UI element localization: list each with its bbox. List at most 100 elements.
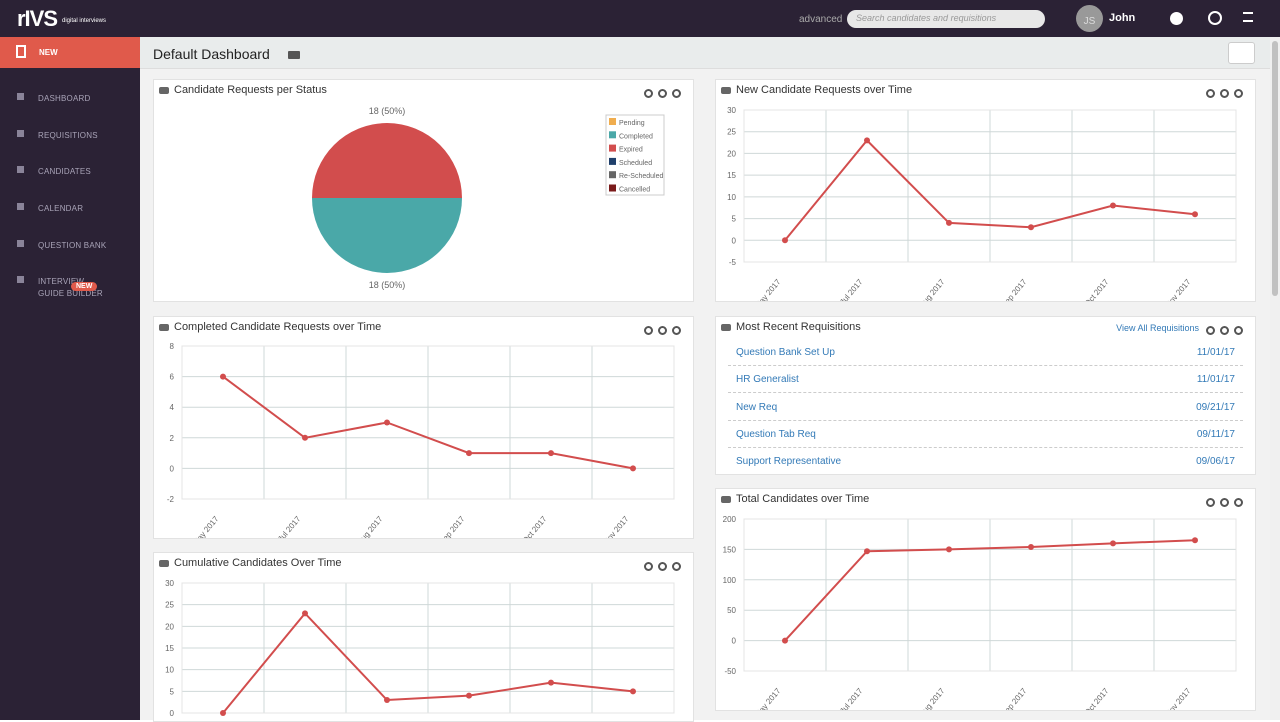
nav-item[interactable]: INTERVIEW GUIDE BUILDER [38, 277, 103, 298]
nav-icon [17, 166, 24, 173]
y-tick-label: 8 [170, 342, 175, 351]
data-point [1192, 211, 1198, 218]
new-badge: NEW [71, 282, 98, 291]
x-tick-label: Jul 2017 [276, 514, 303, 539]
panel-icon [721, 87, 731, 94]
data-point [466, 450, 472, 457]
nav-item[interactable]: CALENDAR [38, 204, 84, 213]
view-all-link[interactable]: View All Requisitions [1116, 323, 1199, 333]
nav-item[interactable]: REQUISITIONS [38, 131, 98, 140]
chart-panel: Completed Candidate Requests over Time -2… [153, 316, 694, 539]
y-tick-label: 5 [170, 687, 175, 696]
globe-icon[interactable] [1170, 12, 1183, 25]
page-title: Default Dashboard [153, 46, 270, 62]
requisition-link[interactable]: HR Generalist [736, 374, 799, 386]
x-tick-label: May 2017 [753, 277, 783, 302]
x-tick-label: Sep 2017 [1000, 277, 1029, 302]
x-tick-label: May 2017 [753, 686, 783, 711]
data-point [384, 697, 390, 703]
panel-tools[interactable] [639, 85, 685, 98]
logo[interactable]: rIVS [17, 6, 58, 31]
data-point [466, 692, 472, 699]
requisition-date: 09/06/17 [1196, 456, 1235, 468]
requisition-link[interactable]: Support Representative [736, 456, 842, 468]
requisitions-panel: Most Recent Requisitions View All Requis… [715, 316, 1256, 475]
data-point [302, 434, 308, 441]
panel-icon [721, 496, 731, 503]
row-divider [728, 446, 1243, 448]
search-box[interactable]: Search candidates and requisitions [847, 10, 1045, 28]
panel-icon [721, 324, 731, 331]
main: Default Dashboard Most Recent Requisitio… [140, 37, 1270, 722]
y-tick-label: 200 [723, 515, 737, 524]
data-point [302, 610, 308, 617]
legend-swatch [609, 184, 616, 192]
data-point [220, 373, 226, 380]
new-button[interactable]: NEW [0, 37, 140, 68]
nav-icon [17, 93, 24, 100]
edit-button[interactable] [1228, 42, 1255, 64]
y-tick-label: 15 [165, 644, 174, 653]
y-tick-label: 25 [727, 128, 736, 137]
panel-icon [159, 560, 169, 567]
chart: -2 0 2 4 6 8 May 2017 Jul 2017 Aug 2017 Sep 2017 O… [167, 342, 675, 539]
y-tick-label: 100 [723, 576, 737, 585]
y-tick-label: 0 [732, 637, 737, 646]
panel-tools[interactable] [639, 558, 685, 571]
user-name[interactable]: John [1109, 12, 1136, 24]
nav-item[interactable]: QUESTION BANK [38, 241, 107, 250]
x-tick-label: Sep 2017 [438, 514, 467, 539]
help-icon[interactable] [1208, 11, 1222, 25]
line-series [784, 539, 1196, 642]
scrollbar[interactable] [1270, 37, 1280, 720]
pie-slice [312, 123, 462, 198]
line-series [222, 611, 634, 714]
x-tick-label: Aug 2017 [918, 277, 947, 302]
advanced-search[interactable]: advanced [799, 14, 843, 25]
data-point [630, 465, 636, 472]
panel-title: Most Recent Requisitions [736, 321, 861, 333]
requisition-date: 11/01/17 [1196, 374, 1235, 386]
data-point [1028, 543, 1034, 550]
folder-icon[interactable] [288, 51, 300, 59]
menu-icon[interactable] [1243, 12, 1253, 22]
data-point [630, 688, 636, 695]
data-point [864, 137, 870, 144]
requisition-link[interactable]: New Req [736, 401, 778, 413]
legend-label: Pending [619, 120, 645, 127]
data-point [1028, 224, 1034, 231]
nav-icon [17, 130, 24, 137]
chart: 0 5 10 15 20 25 30 [165, 579, 675, 718]
y-tick-label: 0 [170, 464, 175, 473]
line-series [784, 138, 1196, 241]
data-point [782, 237, 788, 244]
nav-item[interactable]: CANDIDATES [38, 167, 91, 176]
requisition-link[interactable]: Question Bank Set Up [736, 347, 835, 358]
panel-tools[interactable] [639, 322, 685, 335]
nav-item[interactable]: DASHBOARD [38, 94, 91, 103]
legend-swatch [609, 144, 616, 152]
nav-icon [17, 240, 24, 247]
data-point [1192, 537, 1198, 544]
chart-panel: Cumulative Candidates Over Time 0 5 10 15 20 2… [153, 552, 694, 722]
panel-title: New Candidate Requests over Time [736, 84, 913, 96]
panel-icon [159, 324, 169, 331]
panel-tools[interactable] [1201, 322, 1247, 335]
y-tick-label: 20 [165, 622, 174, 631]
panel-tools[interactable] [1201, 494, 1247, 507]
row-divider [728, 419, 1243, 421]
requisition-link[interactable]: Question Tab Req [736, 428, 816, 440]
y-tick-label: 5 [732, 215, 737, 224]
avatar[interactable]: JS [1076, 5, 1103, 32]
data-point [220, 710, 226, 716]
row-divider [728, 392, 1243, 394]
data-label: 18 (50%) [369, 280, 406, 290]
y-tick-label: 50 [727, 606, 736, 615]
panel-tools[interactable] [1201, 85, 1247, 98]
line-series [222, 375, 634, 470]
chart: -5 0 5 10 15 20 25 30 May 2017 Jul 2017 Aug 2017 Se… [727, 106, 1237, 302]
y-tick-label: 15 [727, 171, 736, 180]
y-tick-label: 30 [165, 579, 174, 588]
chart: -50 0 50 100 150 200 May 2017 Jul 2017 Aug 2017 S… [723, 515, 1237, 711]
